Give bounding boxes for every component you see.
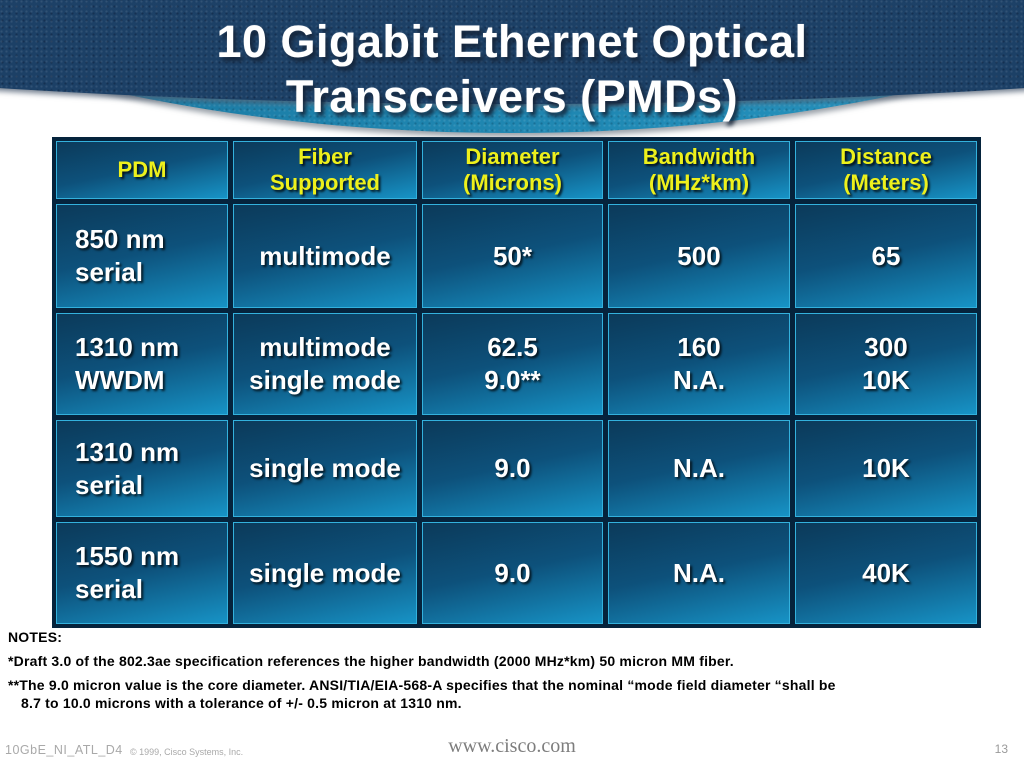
- table-cell-diameter: 9.0: [422, 522, 603, 624]
- table-cell-diameter: 9.0: [422, 420, 603, 517]
- banner-navy-background: [0, 0, 1024, 104]
- table-cell-distance: 40K: [795, 522, 977, 624]
- table-cell-bandwidth: 500: [608, 204, 790, 308]
- column-header-bandwidth: Bandwidth (MHz*km): [608, 141, 790, 199]
- document-id: 10GbE_NI_ATL_D4: [5, 743, 123, 757]
- table-cell-bandwidth: N.A.: [608, 420, 790, 517]
- table-cell-bandwidth: 160 N.A.: [608, 313, 790, 415]
- table-cell-pdm: 1550 nm serial: [56, 522, 228, 624]
- slide-footer: 10GbE_NI_ATL_D4 © 1999, Cisco Systems, I…: [0, 730, 1024, 768]
- slide-title-line-1: 10 Gigabit Ethernet Optical: [216, 16, 808, 67]
- notes-section: NOTES: *Draft 3.0 of the 802.3ae specifi…: [8, 629, 1018, 711]
- note-line-3: 8.7 to 10.0 microns with a tolerance of …: [21, 695, 462, 711]
- table-cell-diameter: 50*: [422, 204, 603, 308]
- table-cell-distance: 65: [795, 204, 977, 308]
- copyright-notice: © 1999, Cisco Systems, Inc.: [130, 747, 244, 757]
- table-cell-distance: 10K: [795, 420, 977, 517]
- table-cell-diameter: 62.5 9.0**: [422, 313, 603, 415]
- table-cell-pdm: 1310 nm serial: [56, 420, 228, 517]
- table-cell-distance: 300 10K: [795, 313, 977, 415]
- table-cell-fiber: single mode: [233, 420, 417, 517]
- table-cell-fiber: multimode single mode: [233, 313, 417, 415]
- pmd-table: PDM Fiber Supported Diameter (Microns) B…: [52, 137, 981, 628]
- table-cell-fiber: multimode: [233, 204, 417, 308]
- column-header-fiber: Fiber Supported: [233, 141, 417, 199]
- slide-title: 10 Gigabit Ethernet Optical Transceivers…: [0, 14, 1024, 124]
- table-cell-pdm: 850 nm serial: [56, 204, 228, 308]
- cisco-website: www.cisco.com: [448, 735, 576, 757]
- note-line-1: *Draft 3.0 of the 802.3ae specification …: [8, 653, 734, 669]
- table-cell-bandwidth: N.A.: [608, 522, 790, 624]
- column-header-distance: Distance (Meters): [795, 141, 977, 199]
- column-header-diameter: Diameter (Microns): [422, 141, 603, 199]
- table-cell-pdm: 1310 nm WWDM: [56, 313, 228, 415]
- page-number: 13: [994, 742, 1008, 756]
- column-header-pdm: PDM: [56, 141, 228, 199]
- note-line-2: **The 9.0 micron value is the core diame…: [8, 677, 836, 693]
- table-cell-fiber: single mode: [233, 522, 417, 624]
- title-banner: 10 Gigabit Ethernet Optical Transceivers…: [0, 0, 1024, 150]
- notes-heading: NOTES:: [8, 629, 63, 645]
- slide-title-line-2: Transceivers (PMDs): [285, 71, 739, 122]
